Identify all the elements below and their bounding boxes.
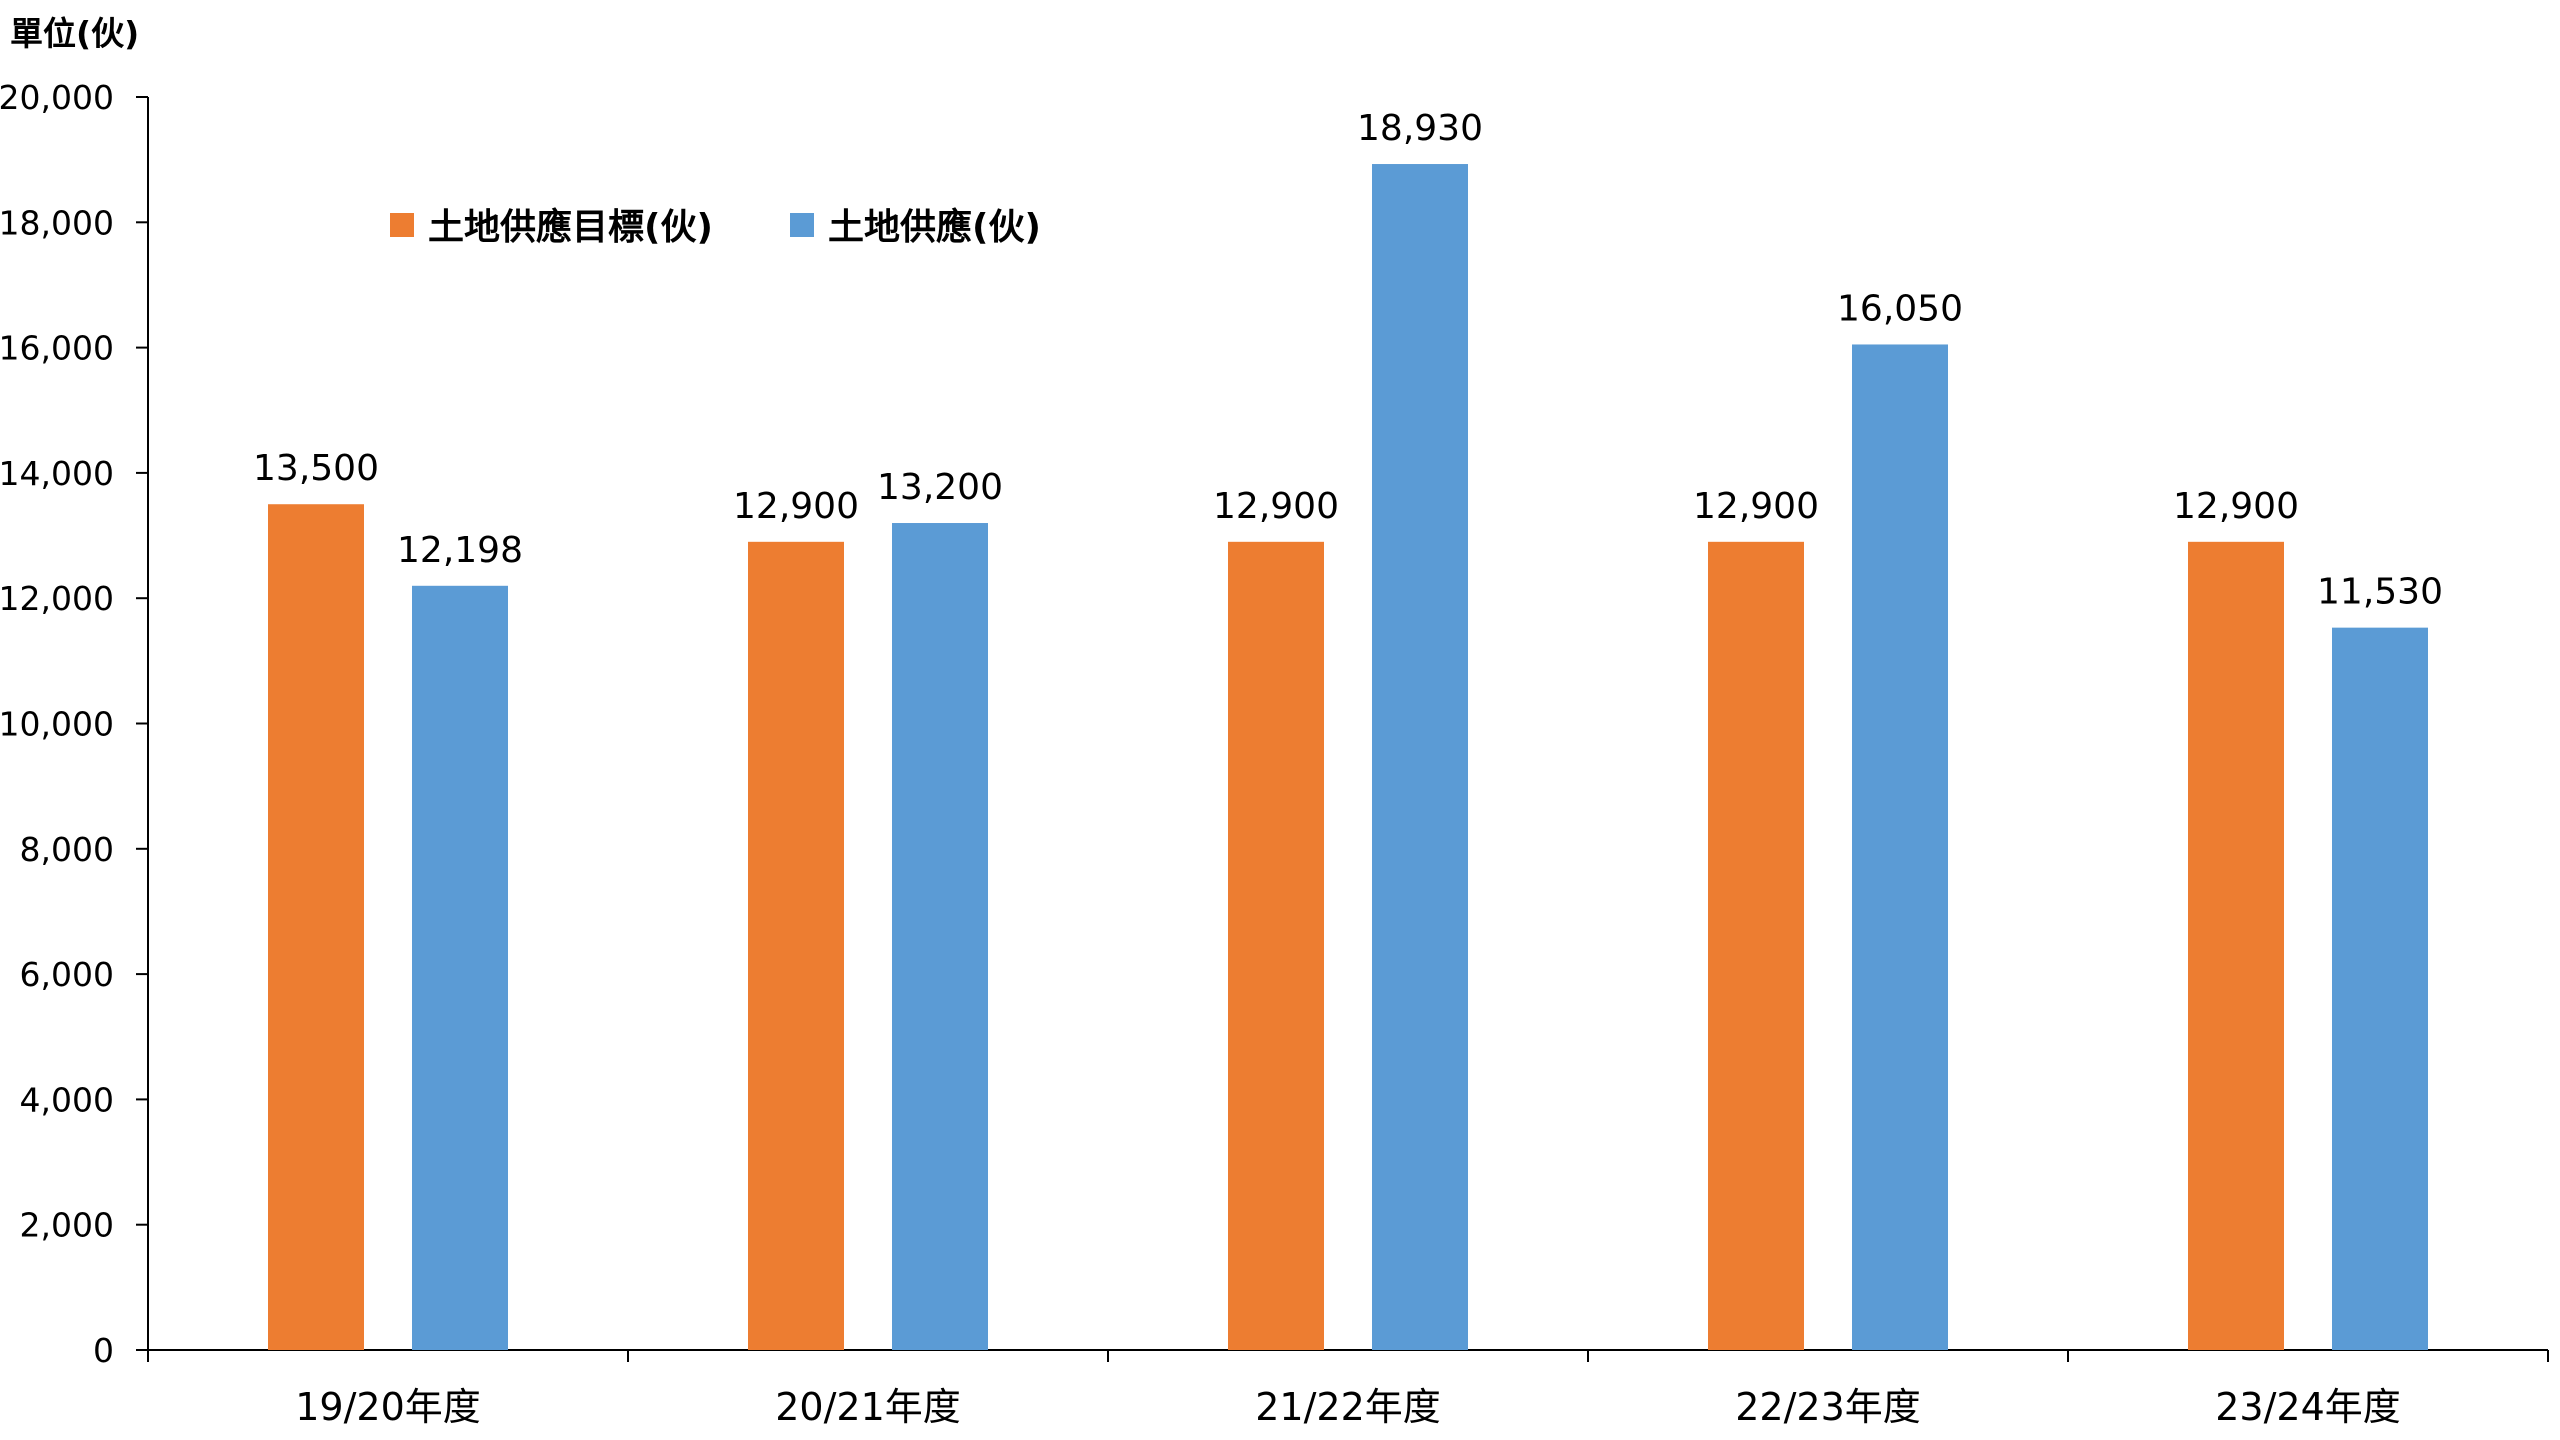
bars — [268, 164, 2428, 1351]
y-tick-label: 0 — [93, 1331, 114, 1370]
y-tick-label: 16,000 — [0, 329, 114, 368]
y-tick-label: 2,000 — [20, 1206, 114, 1245]
y-axis: 0 2,000 4,000 6,000 8,000 10,000 12,000 14,000 1… — [0, 78, 149, 1370]
bar — [1708, 541, 1804, 1350]
y-tick-label: 18,000 — [0, 203, 114, 242]
y-tick-label: 14,000 — [0, 454, 114, 493]
data-label: 13,200 — [877, 467, 1003, 508]
x-axis: 19/20年度 20/21年度 21/22年度 22/23年度 23/24年度 — [147, 1349, 2549, 1429]
y-tick-label: 12,000 — [0, 579, 114, 618]
data-label: 12,900 — [2173, 486, 2299, 527]
x-category-label: 20/21年度 — [775, 1385, 961, 1429]
x-category-label: 23/24年度 — [2215, 1385, 2401, 1429]
bar — [2188, 541, 2284, 1350]
data-label: 12,900 — [733, 486, 859, 527]
data-label: 11,530 — [2317, 572, 2443, 613]
x-category-label: 19/20年度 — [295, 1385, 481, 1429]
legend-label: 土地供應目標(伙) — [428, 206, 713, 248]
y-tick-label: 20,000 — [0, 78, 114, 117]
bar — [748, 541, 844, 1350]
y-tick-label: 4,000 — [20, 1080, 114, 1119]
y-tick-label: 8,000 — [20, 830, 114, 869]
bar — [2332, 627, 2428, 1350]
data-label: 16,050 — [1837, 288, 1963, 329]
data-label: 18,930 — [1357, 108, 1483, 149]
bar — [412, 585, 508, 1350]
bar — [1852, 344, 1948, 1350]
data-labels: 13,500 12,900 12,900 12,900 12,900 12,198 13,2… — [253, 108, 2443, 613]
legend-swatch — [790, 213, 814, 237]
bar — [1228, 541, 1324, 1350]
y-tick-label: 10,000 — [0, 705, 114, 744]
unit-label: 單位(伙) — [10, 14, 139, 53]
legend-label: 土地供應(伙) — [828, 206, 1041, 248]
x-category-label: 22/23年度 — [1735, 1385, 1921, 1429]
data-label: 13,500 — [253, 448, 379, 489]
bar — [892, 523, 988, 1350]
legend: 土地供應目標(伙) 土地供應(伙) — [390, 206, 1041, 248]
legend-swatch — [390, 213, 414, 237]
y-tick-label: 6,000 — [20, 955, 114, 994]
data-label: 12,900 — [1213, 486, 1339, 527]
bar — [268, 504, 364, 1351]
data-label: 12,198 — [397, 530, 523, 571]
data-label: 12,900 — [1693, 486, 1819, 527]
bar — [1372, 164, 1468, 1350]
x-category-label: 21/22年度 — [1255, 1385, 1441, 1429]
